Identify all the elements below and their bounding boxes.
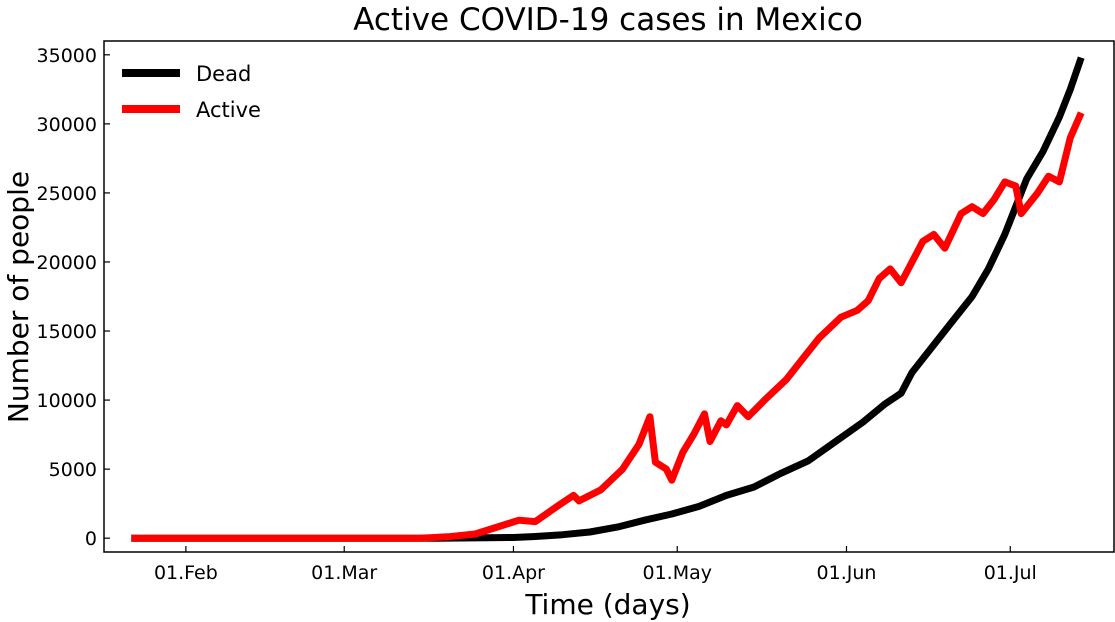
x-axis-label: Time (days) [524, 588, 690, 621]
series-line-dead [131, 56, 1085, 542]
y-tick-label: 0 [85, 528, 97, 550]
x-tick-label: 01.Jun [817, 562, 877, 584]
y-tick-label: 25000 [37, 183, 97, 205]
x-tick-label: 01.Feb [154, 562, 218, 584]
y-tick-label: 15000 [37, 321, 97, 343]
legend-label-dead: Dead [196, 62, 251, 86]
x-tick-label: 01.Mar [311, 562, 377, 584]
y-tick-label: 30000 [37, 114, 97, 136]
series-lines [131, 56, 1085, 542]
y-axis-label: Number of people [2, 171, 35, 423]
plot-frame [103, 40, 1115, 553]
y-tick-label: 5000 [49, 459, 97, 481]
x-tick-label: 01.Jul [984, 562, 1037, 584]
x-tick-label: 01.May [642, 562, 712, 584]
legend-label-active: Active [196, 98, 261, 122]
y-axis: 0 5000 10000 15000 20000 25000 30000 35000 [37, 45, 110, 550]
chart-title: Active COVID-19 cases in Mexico [353, 2, 863, 38]
legend: Dead Active [122, 62, 261, 122]
y-tick-label: 35000 [37, 45, 97, 67]
series-line-active [131, 111, 1085, 542]
x-axis: 01.Feb 01.Mar 01.Apr 01.May 01.Jun 01.Jul [154, 546, 1037, 584]
y-tick-label: 10000 [37, 390, 97, 412]
y-tick-label: 20000 [37, 252, 97, 274]
x-tick-label: 01.Apr [482, 562, 545, 584]
